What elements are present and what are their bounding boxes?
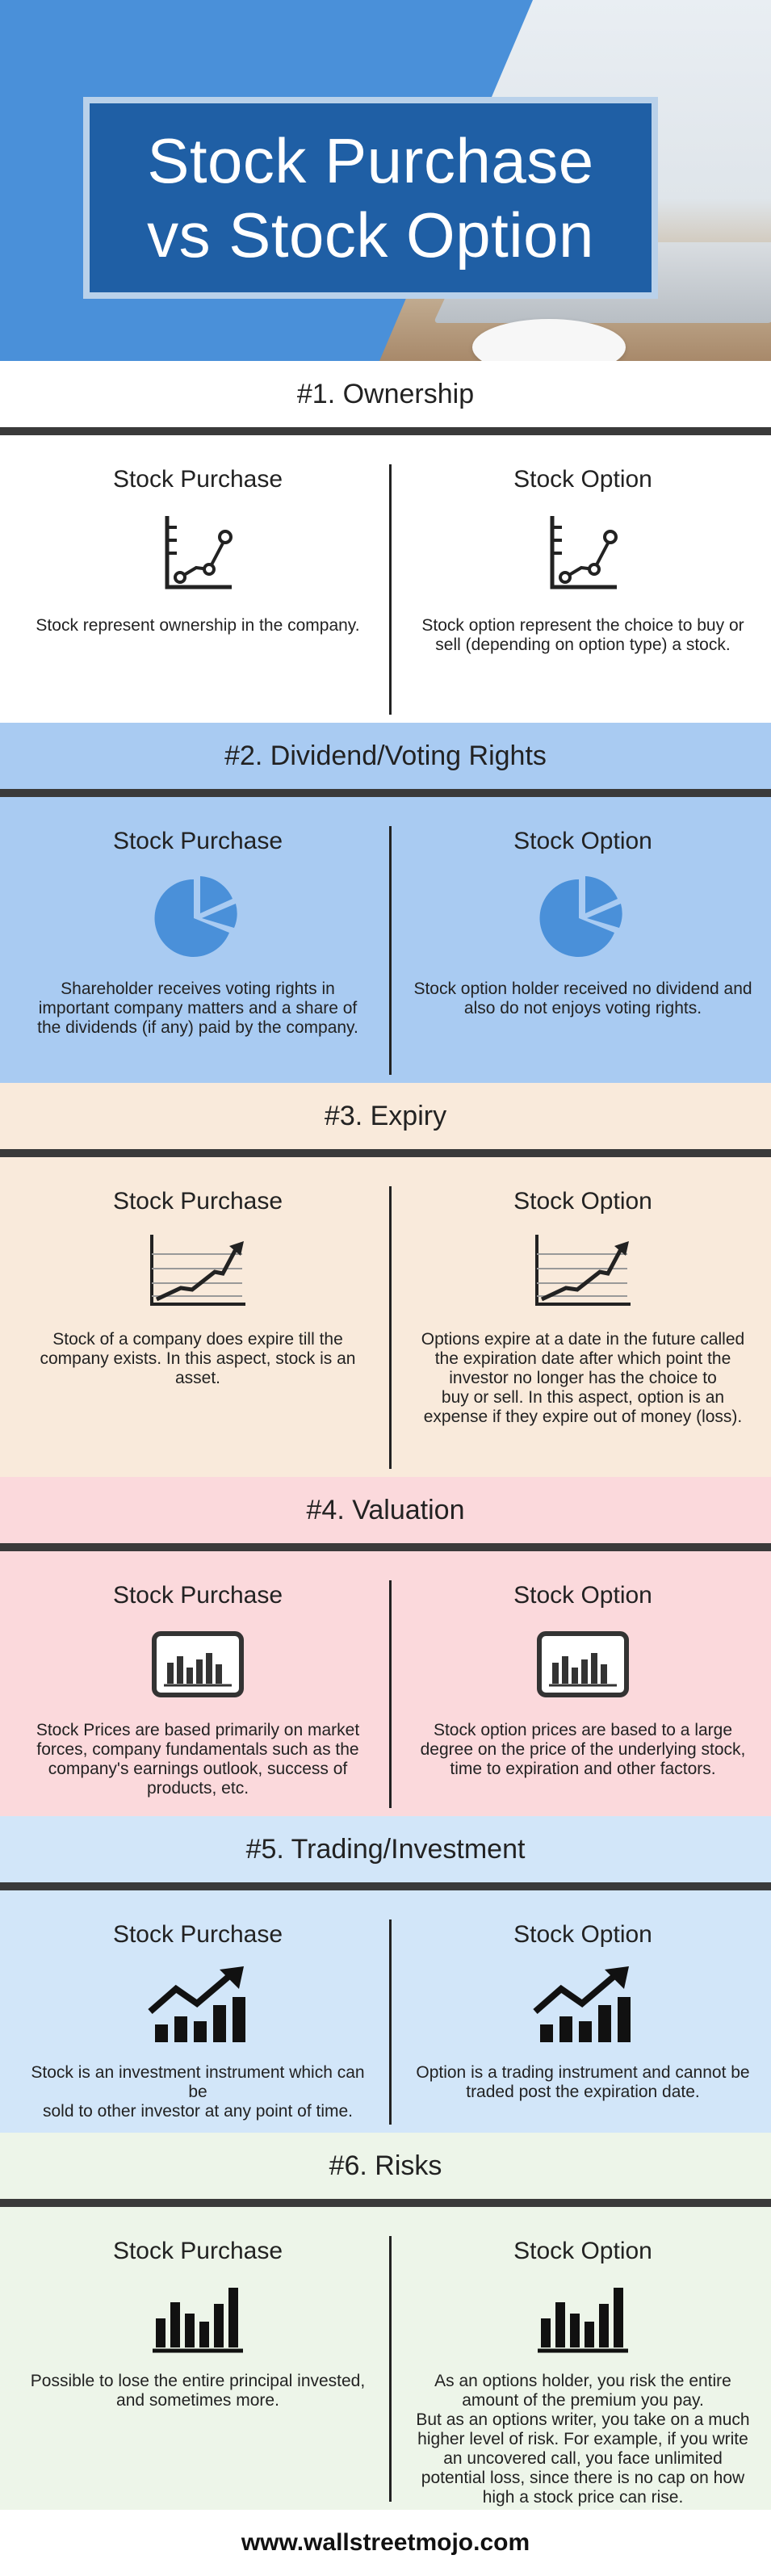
mouse-image bbox=[472, 319, 626, 361]
line-chart-icon bbox=[550, 516, 618, 589]
column-heading: Stock Purchase bbox=[112, 2238, 283, 2264]
section-divider-bar bbox=[0, 1149, 771, 1157]
pie-chart-icon bbox=[539, 876, 622, 957]
monitor-chart-icon bbox=[537, 1631, 629, 1697]
section-title: #5. Trading/Investment bbox=[0, 1816, 771, 1882]
column-divider bbox=[389, 1580, 392, 1808]
section-divider-bar bbox=[0, 427, 771, 435]
stock-purchase-column: Stock Purchase Stock represent ownership… bbox=[8, 435, 388, 636]
column-text: Option is a trading instrument and canno… bbox=[416, 2063, 750, 2101]
column-text: Stock option prices are based to a large… bbox=[420, 1721, 746, 1778]
section-body: Stock Purchase Stock is an investment in… bbox=[0, 1890, 771, 2133]
section-ownership: #1. Ownership Stock Purchase Stock repre… bbox=[0, 361, 771, 723]
column-text: Stock is an investment instrument which … bbox=[31, 2063, 365, 2121]
column-heading: Stock Option bbox=[513, 466, 652, 493]
section-divider-bar bbox=[0, 1543, 771, 1551]
column-divider bbox=[389, 2236, 392, 2502]
section-body: Stock Purchase Stock of a company does e… bbox=[0, 1157, 771, 1477]
section-body: Stock Purchase Stock Prices are based pr… bbox=[0, 1551, 771, 1816]
column-heading: Stock Purchase bbox=[112, 1582, 283, 1609]
title-box: Stock Purchase vs Stock Option bbox=[83, 97, 658, 299]
stock-option-column: Stock Option Stock option prices are bas… bbox=[393, 1551, 771, 1779]
title-line-2: vs Stock Option bbox=[147, 199, 594, 271]
hero-banner: Stock Purchase vs Stock Option bbox=[0, 0, 771, 361]
section-title: #3. Expiry bbox=[0, 1083, 771, 1149]
section-dividend-voting: #2. Dividend/Voting Rights Stock Purchas… bbox=[0, 723, 771, 1083]
section-trading-investment: #5. Trading/Investment Stock Purchase St… bbox=[0, 1816, 771, 2133]
column-heading: Stock Option bbox=[513, 2238, 652, 2264]
stock-option-column: Stock Option Option is a trading instrum… bbox=[393, 1890, 771, 2102]
trend-bars-icon bbox=[148, 1966, 245, 2042]
section-title: #6. Risks bbox=[0, 2133, 771, 2199]
pie-chart-icon bbox=[154, 876, 237, 957]
column-divider bbox=[389, 464, 392, 715]
growth-chart-icon bbox=[150, 1235, 245, 1306]
title-line-1: Stock Purchase bbox=[147, 125, 594, 196]
section-divider-bar bbox=[0, 2199, 771, 2207]
stock-purchase-column: Stock Purchase Possible to lose the enti… bbox=[8, 2207, 388, 2410]
stock-option-column: Stock Option Stock option holder receive… bbox=[393, 797, 771, 1018]
column-divider bbox=[389, 1919, 392, 2125]
column-heading: Stock Option bbox=[513, 1188, 652, 1215]
column-divider bbox=[389, 1186, 392, 1469]
column-text: Shareholder receives voting rights in im… bbox=[37, 980, 358, 1037]
stock-option-column: Stock Option As an options holder, you r… bbox=[393, 2207, 771, 2507]
section-valuation: #4. Valuation Stock Purchase Stock Price… bbox=[0, 1477, 771, 1816]
stock-option-column: Stock Option Options expire at a date in… bbox=[393, 1157, 771, 1427]
footer-website: www.wallstreetmojo.com bbox=[0, 2510, 771, 2576]
column-heading: Stock Option bbox=[513, 1582, 652, 1609]
section-divider-bar bbox=[0, 1882, 771, 1890]
section-body: Stock Purchase Stock represent ownership… bbox=[0, 435, 771, 723]
stock-purchase-column: Stock Purchase Shareholder receives voti… bbox=[8, 797, 388, 1038]
column-heading: Stock Option bbox=[513, 828, 652, 854]
section-body: Stock Purchase Possible to lose the enti… bbox=[0, 2207, 771, 2510]
trend-bars-icon bbox=[533, 1966, 631, 2042]
section-risks: #6. Risks Stock Purchase Possible to los… bbox=[0, 2133, 771, 2510]
column-text: Possible to lose the entire principal in… bbox=[30, 2372, 366, 2410]
bar-chart-icon bbox=[538, 2288, 628, 2353]
column-text: Stock option holder received no dividend… bbox=[413, 980, 752, 1017]
stock-option-column: Stock Option Stock option represent the … bbox=[393, 435, 771, 655]
column-heading: Stock Purchase bbox=[112, 1921, 283, 1948]
section-body: Stock Purchase Shareholder receives voti… bbox=[0, 797, 771, 1083]
section-title: #1. Ownership bbox=[0, 361, 771, 427]
column-heading: Stock Purchase bbox=[112, 1188, 283, 1215]
section-divider-bar bbox=[0, 789, 771, 797]
monitor-chart-icon bbox=[152, 1631, 244, 1697]
stock-purchase-column: Stock Purchase Stock of a company does e… bbox=[8, 1157, 388, 1388]
column-heading: Stock Purchase bbox=[112, 466, 283, 493]
column-text: Stock option represent the choice to buy… bbox=[421, 616, 744, 654]
column-text: As an options holder, you risk the entir… bbox=[416, 2372, 750, 2507]
stock-purchase-column: Stock Purchase Stock is an investment in… bbox=[8, 1890, 388, 2121]
column-heading: Stock Purchase bbox=[112, 828, 283, 854]
line-chart-icon bbox=[165, 516, 233, 589]
column-text: Options expire at a date in the future c… bbox=[421, 1330, 745, 1426]
growth-chart-icon bbox=[535, 1235, 631, 1306]
column-text: Stock Prices are based primarily on mark… bbox=[36, 1721, 360, 1798]
section-title: #4. Valuation bbox=[0, 1477, 771, 1543]
bar-chart-icon bbox=[153, 2288, 243, 2353]
section-expiry: #3. Expiry Stock Purchase Stock of a com… bbox=[0, 1083, 771, 1477]
column-divider bbox=[389, 826, 392, 1075]
column-text: Stock represent ownership in the company… bbox=[36, 616, 360, 635]
stock-purchase-column: Stock Purchase Stock Prices are based pr… bbox=[8, 1551, 388, 1798]
section-title: #2. Dividend/Voting Rights bbox=[0, 723, 771, 789]
column-text: Stock of a company does expire till the … bbox=[40, 1330, 356, 1387]
column-heading: Stock Option bbox=[513, 1921, 652, 1948]
